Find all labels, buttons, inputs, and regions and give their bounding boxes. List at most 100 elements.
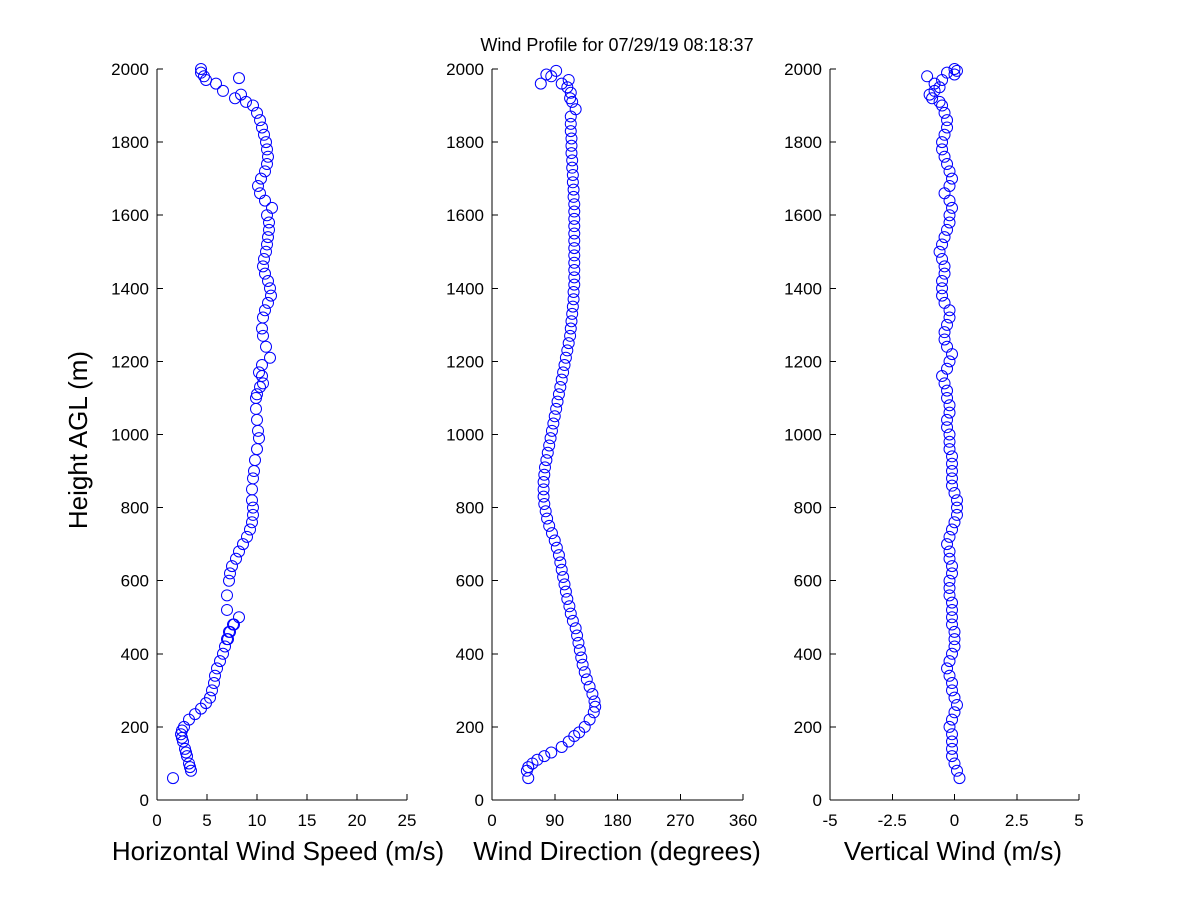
- direction-data-point: [564, 607, 577, 620]
- direction-data-point: [550, 64, 563, 77]
- direction-data-point: [562, 337, 575, 350]
- vertical-data-point: [936, 289, 949, 302]
- direction-data-point: [552, 549, 565, 562]
- vertical-data-point: [941, 158, 954, 171]
- speed-data-point: [222, 633, 234, 646]
- direction-y-tick-label: 400: [456, 645, 484, 664]
- speed-data-point: [259, 267, 271, 280]
- speed-data-point: [221, 633, 233, 646]
- vertical-y-tick-label: 600: [794, 572, 822, 591]
- speed-data-point: [240, 95, 252, 108]
- speed-data-point: [235, 88, 247, 101]
- vertical-data-point: [943, 552, 956, 565]
- vertical-data-point: [950, 501, 963, 514]
- speed-data-point: [209, 669, 221, 682]
- direction-data-point: [578, 666, 591, 679]
- speed-data-point: [208, 677, 220, 690]
- direction-y-tick-label: 600: [456, 572, 484, 591]
- speed-y-tick-label: 0: [140, 791, 149, 810]
- direction-x-tick-label: 360: [729, 811, 757, 830]
- vertical-data-point: [933, 245, 946, 258]
- direction-data-point: [568, 278, 581, 291]
- vertical-data-point: [946, 560, 959, 573]
- direction-data-point: [568, 242, 581, 255]
- speed-data-point: [180, 746, 192, 759]
- vertical-data-point: [943, 209, 956, 222]
- speed-data-point: [246, 494, 258, 507]
- vertical-data-point: [950, 764, 963, 777]
- direction-y-tick-label: 1400: [446, 279, 484, 298]
- direction-data-point: [564, 322, 577, 335]
- vertical-data-point: [941, 662, 954, 675]
- speed-x-tick-label: 25: [398, 811, 417, 830]
- direction-data-point: [548, 410, 561, 423]
- vertical-data-point: [938, 296, 951, 309]
- direction-data-point: [566, 307, 579, 320]
- speed-data-point: [262, 231, 274, 244]
- direction-data-point: [565, 315, 578, 328]
- direction-data-point: [576, 658, 589, 671]
- speed-data-point: [179, 742, 191, 755]
- direction-data-point: [531, 753, 544, 766]
- chart-title: Wind Profile for 07/29/19 08:18:37: [480, 35, 753, 55]
- direction-data-point: [543, 439, 556, 452]
- direction-data-point: [564, 117, 577, 130]
- vertical-data-point: [941, 340, 954, 353]
- speed-data-point: [254, 380, 266, 393]
- vertical-data-point: [943, 311, 956, 324]
- speed-data-point: [253, 366, 265, 379]
- vertical-data-point: [948, 640, 961, 653]
- vertical-data-point: [936, 136, 949, 149]
- direction-data-point: [558, 359, 571, 372]
- speed-data-point: [181, 750, 193, 763]
- speed-y-tick-label: 1400: [111, 279, 149, 298]
- speed-data-point: [183, 757, 195, 770]
- speed-data-point: [259, 304, 271, 317]
- vertical-data-point: [936, 99, 949, 112]
- vertical-data-point: [946, 567, 959, 580]
- speed-y-tick-label: 800: [121, 499, 149, 518]
- speed-data-point: [257, 260, 269, 273]
- speed-data-point: [177, 735, 189, 748]
- direction-data-point: [545, 424, 558, 437]
- vertical-data-point: [923, 88, 936, 101]
- vertical-data-point: [948, 63, 961, 75]
- vertical-data-point: [936, 238, 949, 251]
- direction-data-point: [565, 132, 578, 145]
- vertical-data-point: [946, 735, 959, 748]
- direction-data-point: [545, 746, 558, 759]
- direction-data-point: [569, 103, 582, 116]
- direction-data-point: [568, 212, 581, 225]
- wind-direction-panel: Wind Direction (degrees) 0 200 400 600 800 10…: [446, 60, 761, 866]
- speed-data-point: [259, 165, 271, 178]
- speed-data-point: [257, 329, 269, 342]
- speed-data-point: [258, 253, 270, 266]
- direction-data-point: [550, 402, 563, 415]
- vertical-data-point: [946, 596, 959, 609]
- vertical-data-point: [948, 625, 961, 638]
- vertical-data-point: [943, 179, 956, 192]
- vertical-y-tick-label: 1000: [784, 426, 822, 445]
- vertical-data-point: [938, 128, 951, 141]
- vertical-data-point: [941, 114, 954, 127]
- direction-data-point: [538, 750, 551, 763]
- direction-x-tick-label: 180: [603, 811, 631, 830]
- direction-data-point: [568, 220, 581, 233]
- direction-y-tick-label: 200: [456, 718, 484, 737]
- direction-data-point: [568, 271, 581, 284]
- direction-data-point: [567, 183, 580, 196]
- speed-data-point: [251, 106, 263, 119]
- speed-data-point: [223, 574, 235, 587]
- direction-data-point: [559, 585, 572, 598]
- speed-data-point: [250, 402, 262, 415]
- vertical-data-point: [941, 384, 954, 397]
- vertical-data-point: [946, 647, 959, 660]
- vertical-data-point: [943, 655, 956, 668]
- direction-data-point: [547, 417, 560, 430]
- direction-data-point: [551, 395, 564, 408]
- speed-data-point: [217, 84, 229, 97]
- vertical-data-point: [943, 428, 956, 441]
- vertical-data-point: [936, 282, 949, 295]
- direction-data-point: [554, 556, 567, 569]
